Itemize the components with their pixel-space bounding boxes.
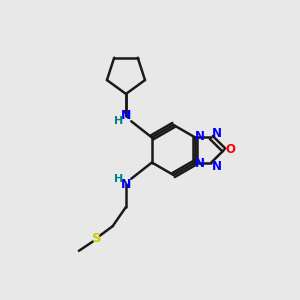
Text: N: N — [121, 110, 131, 122]
Text: O: O — [225, 143, 236, 157]
Text: S: S — [92, 232, 101, 245]
Text: H: H — [114, 174, 124, 184]
Text: H: H — [114, 116, 124, 126]
Text: N: N — [195, 158, 205, 170]
Text: N: N — [212, 160, 222, 172]
Text: N: N — [212, 128, 222, 140]
Text: N: N — [121, 178, 131, 190]
Text: N: N — [195, 130, 205, 142]
